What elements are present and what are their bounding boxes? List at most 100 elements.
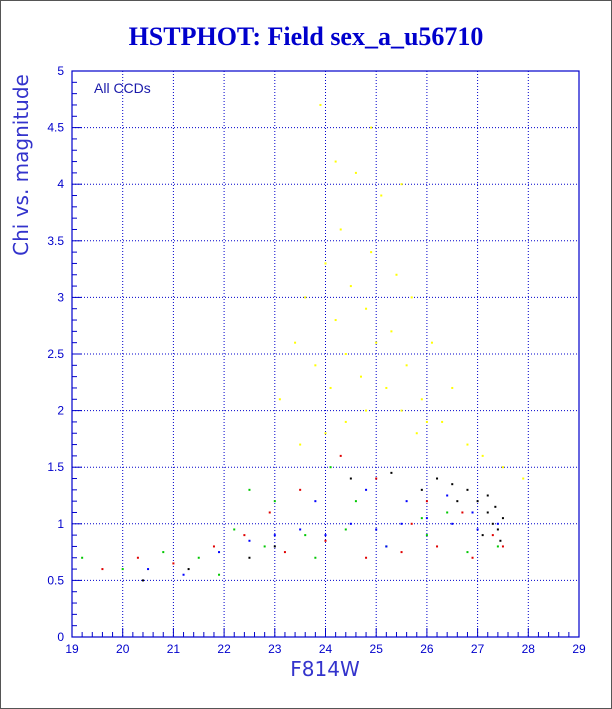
x-tick-label: 19	[65, 642, 79, 656]
scatter-point	[385, 386, 388, 389]
scatter-point	[496, 522, 499, 525]
scatter-point	[248, 556, 251, 559]
scatter-point	[314, 364, 317, 367]
scatter-point	[324, 262, 327, 265]
x-tick-label: 27	[471, 642, 485, 656]
chart-title: HSTPHOT: Field sex_a_u56710	[128, 22, 484, 51]
y-tick-label: 5	[57, 64, 64, 78]
scatter-point	[354, 171, 357, 174]
scatter-point	[400, 551, 403, 554]
y-tick-label: 4.5	[47, 121, 64, 135]
scatter-point	[273, 500, 276, 503]
y-axis-label: Chi vs. magnitude	[9, 74, 33, 256]
scatter-point	[415, 432, 418, 435]
scatter-point	[471, 511, 474, 514]
all-ccds-annotation: All CCDs	[94, 80, 151, 96]
scatter-point	[273, 534, 276, 537]
scatter-point	[476, 528, 479, 531]
scatter-point	[456, 500, 459, 503]
scatter-point	[501, 466, 504, 469]
scatter-point	[162, 551, 165, 554]
scatter-point	[243, 534, 246, 537]
scatter-point	[486, 511, 489, 514]
scatter-point	[491, 522, 494, 525]
x-tick-label: 20	[116, 642, 130, 656]
scatter-point	[324, 539, 327, 542]
scatter-point	[299, 443, 302, 446]
scatter-point	[400, 522, 403, 525]
scatter-point	[197, 556, 200, 559]
scatter-point	[339, 228, 342, 231]
scatter-point	[324, 432, 327, 435]
scatter-point	[436, 545, 439, 548]
scatter-point	[375, 341, 378, 344]
scatter-point	[501, 517, 504, 520]
scatter-point	[299, 528, 302, 531]
scatter-point	[121, 568, 124, 571]
scatter-point	[420, 398, 423, 401]
scatter-point	[349, 285, 352, 288]
scatter-point	[314, 556, 317, 559]
scatter-point	[283, 551, 286, 554]
scatter-point	[410, 522, 413, 525]
scatter-point	[481, 454, 484, 457]
scatter-point	[471, 556, 474, 559]
scatter-point	[410, 296, 413, 299]
scatter-point	[268, 511, 271, 514]
scatter-point	[486, 494, 489, 497]
scatter-point	[212, 545, 215, 548]
scatter-point	[425, 517, 428, 520]
scatter-point	[375, 477, 378, 480]
scatter-point	[499, 539, 502, 542]
scatter-point	[218, 573, 221, 576]
scatter-point	[441, 420, 444, 423]
y-tick-label: 1	[57, 517, 64, 531]
scatter-point	[375, 528, 378, 531]
scatter-point	[436, 477, 439, 480]
y-tick-label: 3.5	[47, 234, 64, 248]
scatter-point	[466, 488, 469, 491]
scatter-point	[400, 409, 403, 412]
scatter-point	[481, 534, 484, 537]
scatter-point	[365, 409, 368, 412]
scatter-point	[329, 386, 332, 389]
scatter-point	[390, 471, 393, 474]
scatter-point	[476, 500, 479, 503]
scatter-point	[365, 488, 368, 491]
scatter-point	[501, 545, 504, 548]
y-tick-label: 1.5	[47, 460, 64, 474]
scatter-point	[141, 579, 144, 582]
scatter-point	[314, 500, 317, 503]
scatter-point	[339, 454, 342, 457]
scatter-point	[494, 505, 497, 508]
scatter-point	[451, 522, 454, 525]
scatter-point	[147, 568, 150, 571]
x-tick-label: 22	[217, 642, 231, 656]
scatter-point	[81, 556, 84, 559]
scatter-point	[466, 551, 469, 554]
scatter-point	[405, 500, 408, 503]
scatter-point	[365, 556, 368, 559]
scatter-point	[182, 573, 185, 576]
scatter-points	[81, 103, 525, 582]
scatter-point	[405, 364, 408, 367]
scatter-point	[491, 534, 494, 537]
scatter-point	[304, 534, 307, 537]
scatter-point	[172, 562, 175, 565]
scatter-point	[101, 568, 104, 571]
scatter-point	[446, 511, 449, 514]
scatter-point	[466, 443, 469, 446]
scatter-point	[294, 341, 297, 344]
scatter-point	[334, 319, 337, 322]
scatter-point	[420, 517, 423, 520]
scatter-point	[390, 330, 393, 333]
scatter-point	[273, 545, 276, 548]
scatter-point	[420, 488, 423, 491]
scatter-point	[278, 398, 281, 401]
tick-labels: 19 20 21 22 23 24 25 26 27 28 29 0 0.5 1 1.5 2 2.5 3 3.5 4 4…	[47, 64, 586, 656]
scatter-point	[344, 528, 347, 531]
x-tick-label: 24	[319, 642, 333, 656]
x-axis-label: F814W	[290, 657, 360, 681]
y-tick-label: 3	[57, 290, 64, 304]
